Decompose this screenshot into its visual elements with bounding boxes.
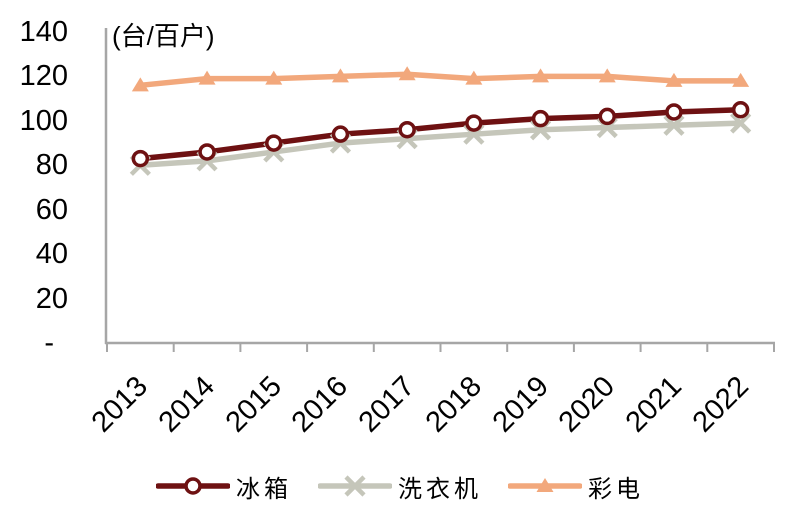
tv-legend-marker [536, 478, 554, 492]
tv-series-line [137, 71, 744, 89]
fridge-marker [465, 114, 483, 132]
y-axis-tick-label: 80 [35, 149, 68, 182]
fridge-marker [198, 143, 216, 161]
y-axis-tick-label: 100 [19, 104, 68, 137]
washer-marker [730, 112, 752, 134]
legend-item-washer: 洗衣机 [318, 469, 482, 504]
tv-marker [198, 70, 216, 85]
fridge-legend-label: 冰箱 [236, 475, 292, 503]
fridge-marker [731, 101, 750, 119]
tv-marker [398, 66, 416, 81]
fridge-marker [331, 125, 350, 143]
fridge-legend-marker-icon [156, 477, 230, 495]
washer-legend-marker-icon [318, 475, 392, 497]
fridge-marker [398, 120, 416, 139]
fridge-marker [131, 149, 150, 168]
axis-unit-label: (台/百户) [112, 21, 215, 51]
tv-marker [131, 77, 149, 92]
tv-marker [598, 68, 616, 83]
tv-marker [465, 70, 483, 85]
washer-marker [663, 114, 685, 136]
tv-marker [331, 68, 349, 83]
y-axis-tick-label: 40 [35, 238, 68, 271]
washer-legend-marker [344, 475, 366, 497]
tv-marker [532, 68, 550, 83]
legend-item-fridge: 冰箱 [156, 469, 292, 504]
washer-legend-label: 洗衣机 [398, 475, 482, 503]
fridge-marker [598, 107, 616, 126]
tv-legend-marker-icon [508, 478, 582, 492]
tv-marker [265, 70, 283, 85]
legend-item-tv: 彩电 [508, 469, 644, 504]
fridge-series-line [137, 107, 744, 162]
y-axis-tick-label: 140 [19, 16, 68, 48]
fridge-marker [265, 134, 283, 152]
fridge-legend-marker [184, 477, 202, 495]
legend: 冰箱 洗衣机 彩电 [0, 466, 800, 506]
y-axis-tick-label: - [44, 327, 54, 359]
y-axis-tick-label: 20 [35, 282, 68, 315]
washer-series-line [137, 120, 744, 169]
tv-legend-label: 彩电 [588, 475, 644, 503]
fridge-marker [665, 103, 683, 121]
tv-marker [665, 72, 683, 87]
y-axis-tick-label: 60 [35, 193, 68, 226]
fridge-marker [531, 109, 550, 128]
y-axis-tick-label: 120 [19, 60, 68, 93]
tv-marker [732, 72, 750, 87]
